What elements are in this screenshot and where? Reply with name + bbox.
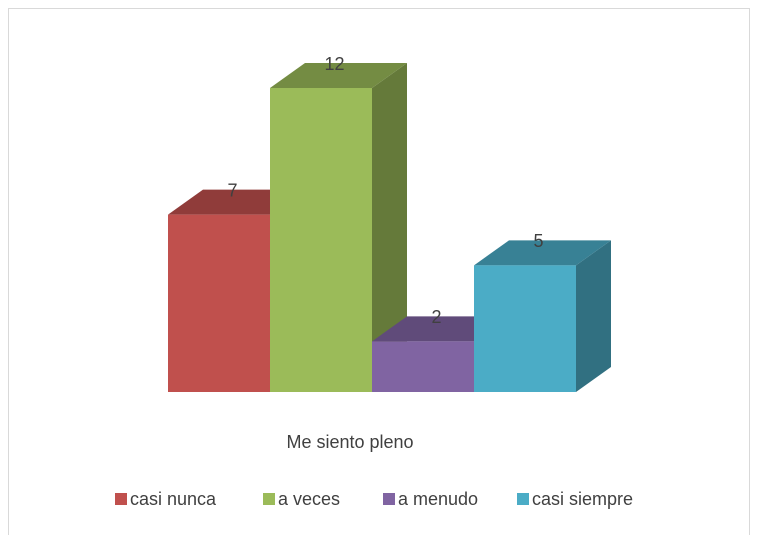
bar-front [474,265,576,392]
legend-label: casi nunca [130,489,217,509]
category-label: Me siento pleno [286,432,413,452]
legend-label: a veces [278,489,340,509]
legend-swatch [383,493,395,505]
bar-front [270,88,372,392]
bar [474,240,611,392]
bar [270,63,407,392]
legend-swatch [115,493,127,505]
bar-top [270,63,407,88]
legend-label: casi siempre [532,489,633,509]
bar-front [168,214,270,392]
bar-side [372,63,407,392]
bar-side [576,240,611,392]
legend-swatch [263,493,275,505]
data-label: 5 [533,231,543,251]
bar-front [372,341,474,392]
legend-label: a menudo [398,489,478,509]
data-label: 7 [227,180,237,200]
legend-swatch [517,493,529,505]
data-label: 12 [324,54,344,74]
data-label: 2 [431,307,441,327]
bar-top [474,240,611,266]
